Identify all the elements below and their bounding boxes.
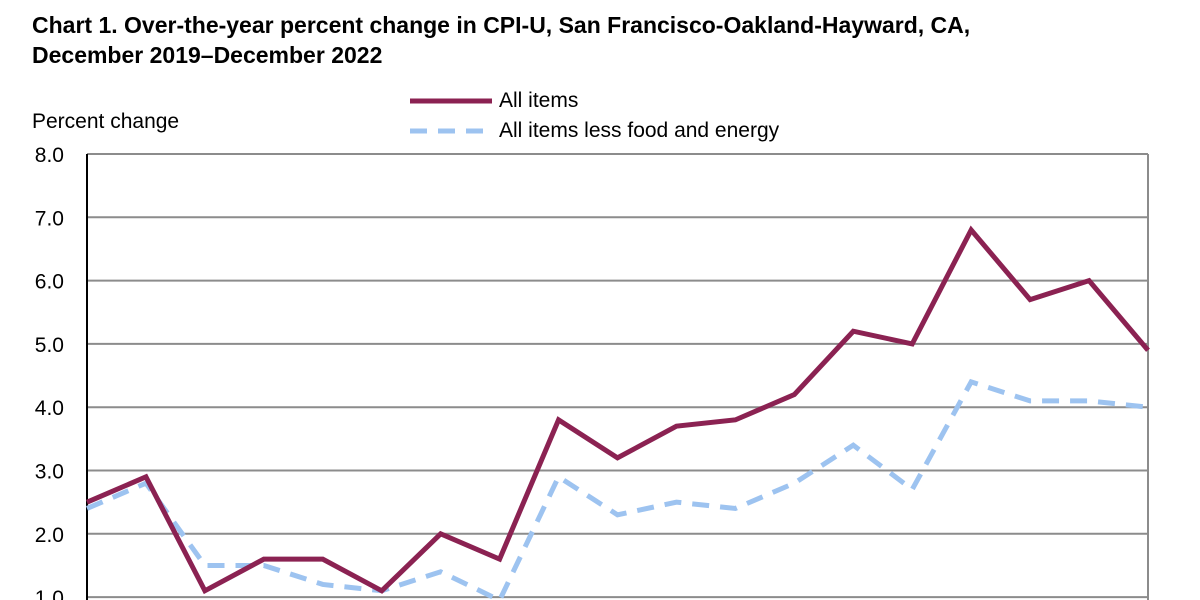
series-lines: [86, 225, 1150, 600]
chart-title-line-1: Chart 1. Over-the-year percent change in…: [32, 12, 971, 38]
y-tick-labels: 1.0 2.0 3.0 4.0 5.0 6.0 7.0 8.0: [35, 144, 64, 600]
y-tick-label: 3.0: [35, 461, 64, 484]
legend-label-core: All items less food and energy: [499, 119, 780, 142]
y-tick-label: 1.0: [35, 587, 64, 600]
legend-label-all-items: All items: [499, 89, 578, 112]
series-line-0: [86, 225, 1150, 595]
y-tick-label: 8.0: [35, 144, 64, 167]
y-tick-label: 5.0: [35, 334, 64, 357]
legend: All items All items less food and energy: [410, 89, 780, 142]
y-tick-label: 4.0: [35, 397, 64, 420]
series-line-1: [86, 378, 1149, 600]
y-tick-label: 7.0: [35, 207, 64, 230]
y-tick-label: 2.0: [35, 524, 64, 547]
chart-title-line-2: December 2019–December 2022: [32, 42, 383, 68]
chart-title: Chart 1. Over-the-year percent change in…: [32, 10, 1200, 70]
gridlines: [87, 153, 1148, 599]
y-tick-label: 6.0: [35, 271, 64, 294]
y-axis-label: Percent change: [32, 110, 179, 133]
